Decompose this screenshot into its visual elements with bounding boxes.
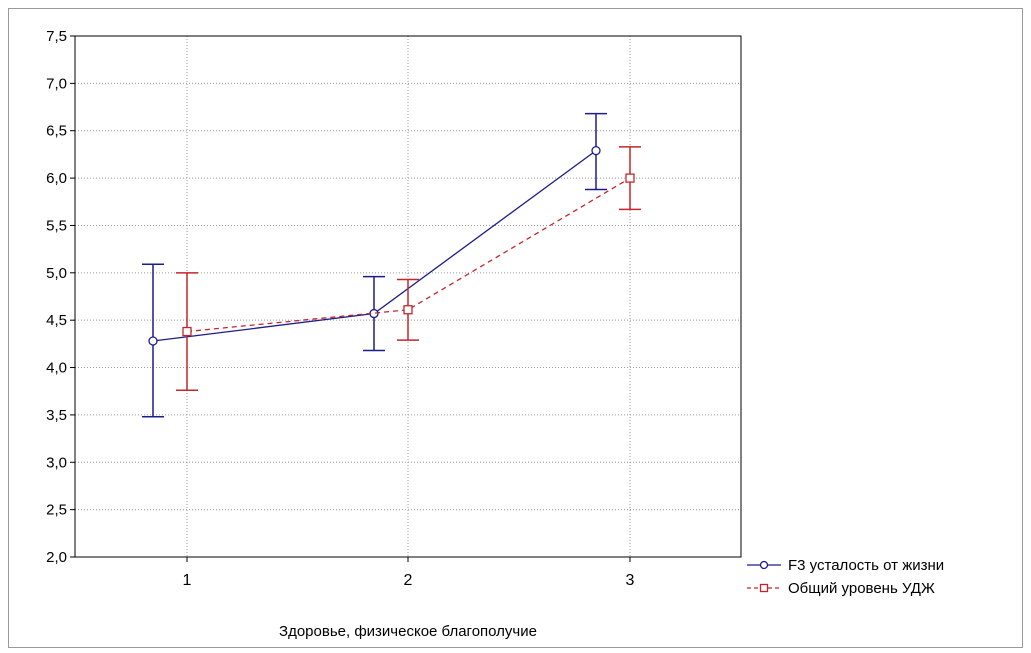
data-point-circle	[148, 336, 158, 346]
y-tick-label: 6,0	[46, 170, 67, 187]
series-group	[142, 112, 641, 418]
x-tick-label: 2	[404, 572, 413, 589]
legend-label: F3 усталость от жизни	[788, 557, 944, 574]
y-tick-label: 2,5	[46, 502, 67, 519]
x-tick-label: 1	[183, 572, 192, 589]
x-axis-label: Здоровье, физическое благополучие	[279, 623, 537, 640]
y-tick-label: 6,5	[46, 123, 67, 140]
x-tick-label: 3	[626, 572, 635, 589]
data-point-square	[403, 305, 413, 315]
legend: F3 усталость от жизни Общий уровень УДЖ	[747, 557, 944, 597]
y-tick-label: 4,0	[46, 360, 67, 377]
x-axis-ticks: 1 2 3	[183, 557, 635, 589]
data-point-circle	[591, 145, 601, 156]
y-tick-label: 2,0	[46, 549, 67, 566]
data-point-square	[182, 326, 192, 337]
y-tick-label: 5,0	[46, 265, 67, 282]
chart-frame	[8, 8, 1023, 648]
data-point-square	[625, 173, 635, 183]
y-tick-label: 7,0	[46, 75, 67, 92]
series-line	[186, 177, 631, 333]
y-tick-label: 3,0	[46, 454, 67, 471]
legend-label: Общий уровень УДЖ	[788, 580, 935, 597]
grid-lines	[75, 36, 741, 557]
y-tick-label: 7,5	[46, 28, 67, 45]
y-tick-label: 4,5	[46, 312, 67, 329]
y-tick-label: 3,5	[46, 407, 67, 424]
y-tick-label: 5,5	[46, 217, 67, 234]
legend-marker-circle	[759, 560, 769, 570]
legend-marker-square	[759, 583, 769, 593]
data-point-circle	[369, 308, 379, 319]
y-axis-ticks: 2,0 2,5 3,0 3,5 4,0 4,5 5,0 5,5 6,0 6,5 7,0 7,5	[46, 28, 75, 566]
